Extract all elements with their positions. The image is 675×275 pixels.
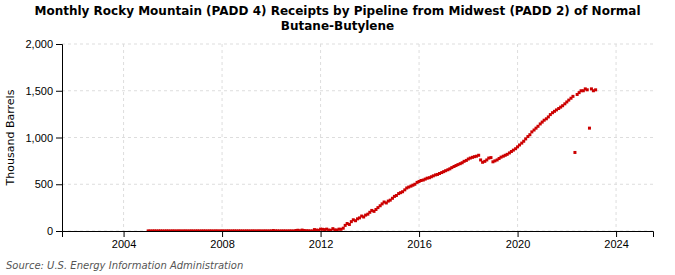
x-grid-line (320, 44, 321, 231)
x-tick-label: 2016 (407, 238, 431, 250)
point (528, 133, 531, 136)
point (594, 88, 597, 91)
point (342, 227, 345, 230)
point (348, 223, 351, 226)
x-tick: 2004 (112, 231, 136, 250)
y-tick-label: 500 (35, 178, 53, 190)
point (586, 88, 589, 91)
chart: 2004 2008 2012 2016 2020 2024 0 500 1,000 1,500 2,… (0, 0, 675, 275)
x-tick: 2012 (309, 231, 333, 250)
y-axis-line (56, 45, 63, 232)
point (573, 151, 576, 154)
y-tick-mark (56, 91, 62, 92)
x-tick: 2016 (407, 231, 431, 250)
y-axis: 0 500 1,000 1,500 2,000 (25, 38, 62, 237)
x-tick-mark (518, 231, 519, 237)
x-tick-label: 2012 (309, 238, 333, 250)
y-grid-line (62, 184, 653, 185)
x-tick-mark (321, 231, 322, 237)
y-tick-label: 1,000 (25, 132, 53, 144)
y-tick-label: 1,500 (25, 85, 53, 97)
y-tick: 500 (35, 178, 62, 190)
x-tick-label: 2024 (604, 238, 628, 250)
x-grid-line (616, 44, 617, 231)
point (477, 154, 480, 157)
title-line: Butane-Butylene (281, 19, 394, 33)
x-tick-mark (222, 231, 223, 237)
y-tick-mark (56, 231, 62, 232)
x-tick-label: 2020 (506, 238, 530, 250)
x-tick: 2008 (210, 231, 234, 250)
title: Monthly Rocky Mountain (PADD 4) Receipts… (34, 4, 640, 33)
y-grid-line (62, 44, 653, 45)
y-tick: 2,000 (25, 38, 62, 50)
x-tick-mark (124, 231, 125, 237)
y-tick-mark (56, 44, 62, 45)
y-grid-line (62, 90, 653, 91)
y-grid-line (62, 137, 653, 138)
title-line: Monthly Rocky Mountain (PADD 4) Receipts… (34, 4, 640, 18)
y-tick-mark (56, 138, 62, 139)
point (588, 127, 591, 130)
x-tick-mark (616, 231, 617, 237)
y-axis-title: Thousand Barrels (4, 89, 17, 186)
y-tick-label: 0 (47, 225, 53, 237)
y-tick-label: 2,000 (25, 38, 53, 50)
x-grid-line (222, 44, 223, 231)
point (571, 95, 574, 98)
x-tick-label: 2008 (210, 238, 234, 250)
point (489, 156, 492, 159)
x-tick-mark (419, 231, 420, 237)
x-axis: 2004 2008 2012 2016 2020 2024 (63, 231, 654, 250)
y-tick-mark (56, 184, 62, 185)
x-grid-line (419, 44, 420, 231)
x-tick: 2024 (604, 231, 628, 250)
y-tick: 1,500 (25, 85, 62, 97)
grid (62, 44, 653, 231)
x-axis-line (63, 232, 654, 238)
x-grid-line (517, 44, 518, 231)
source: Source: U.S. Energy Information Administ… (6, 260, 243, 271)
plot: 2004 2008 2012 2016 2020 2024 0 500 1,000 1,500 2,… (25, 38, 653, 250)
x-tick-label: 2004 (112, 238, 136, 250)
y-tick: 0 (47, 225, 62, 237)
y-tick: 1,000 (25, 132, 62, 144)
points (147, 87, 597, 231)
x-tick: 2020 (506, 231, 530, 250)
x-grid-line (123, 44, 124, 231)
